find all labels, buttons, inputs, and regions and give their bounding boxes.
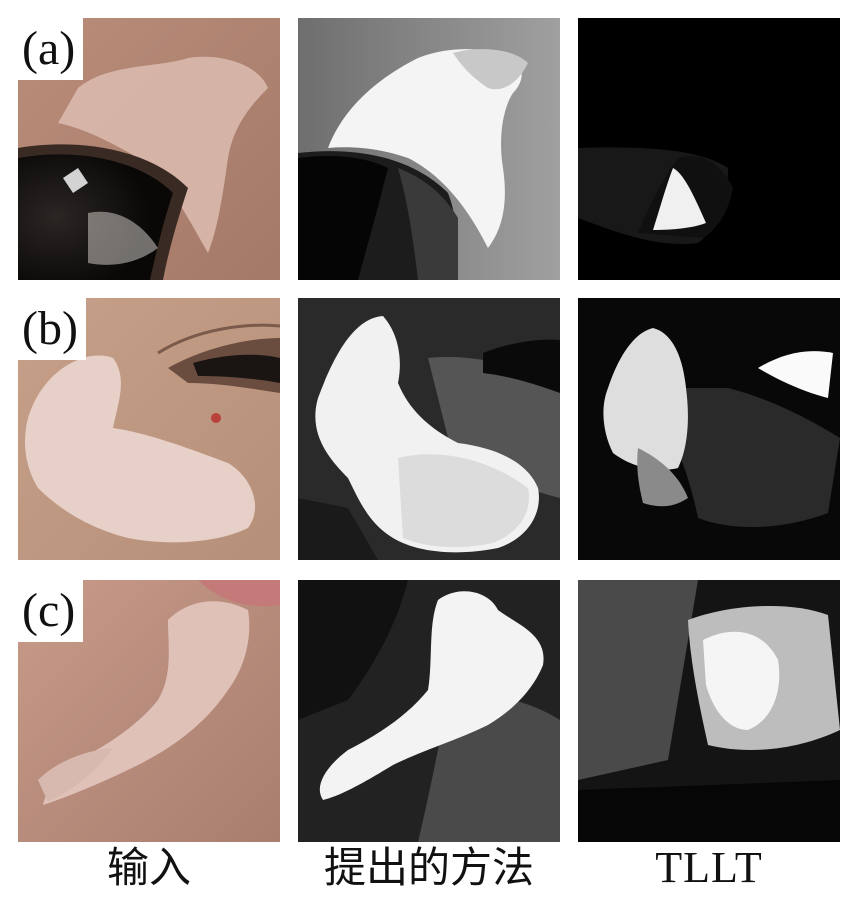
row-b-proposed-result <box>298 298 560 560</box>
row-b-input-image: (b) <box>18 298 280 560</box>
column-label-input: 输入 <box>106 843 191 892</box>
row-label-a: (a) <box>18 18 84 80</box>
column-label-proposed-method: 提出的方法 <box>323 843 534 892</box>
row-a-proposed-result <box>298 18 560 280</box>
row-label-b: (b) <box>18 298 86 360</box>
column-label-tllt: TLLT <box>655 843 763 892</box>
row-a-tllt-result <box>578 18 840 280</box>
row-c-input-image: (c) <box>18 580 280 842</box>
row-b-tllt-result <box>578 298 840 560</box>
row-c-tllt-result <box>578 580 840 842</box>
row-label-c: (c) <box>18 580 84 642</box>
row-c-proposed-result <box>298 580 560 842</box>
row-a-input-image: (a) <box>18 18 280 280</box>
